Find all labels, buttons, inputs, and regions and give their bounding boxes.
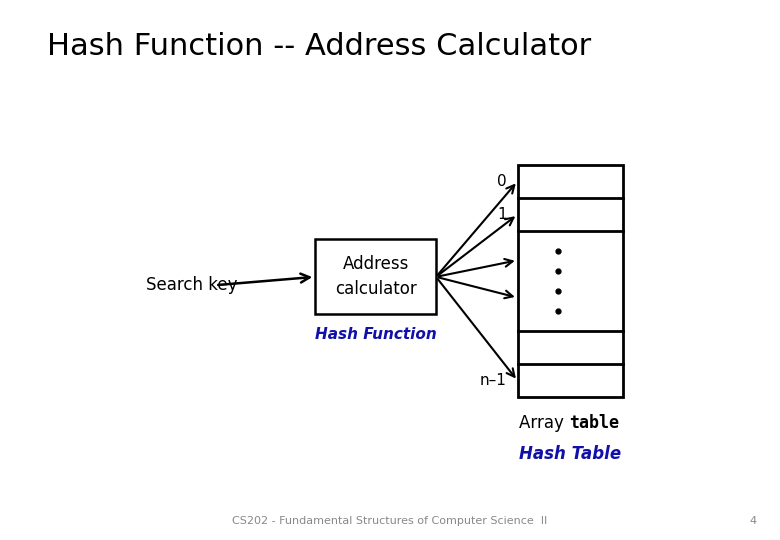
Text: Array: Array (519, 414, 569, 432)
Bar (315, 239, 436, 314)
Text: n–1: n–1 (480, 373, 507, 388)
Text: Hash Table: Hash Table (519, 446, 622, 463)
Text: 4: 4 (750, 516, 757, 526)
Text: Search key: Search key (146, 276, 237, 294)
Text: 0: 0 (497, 174, 507, 188)
Text: CS202 - Fundamental Structures of Computer Science  II: CS202 - Fundamental Structures of Comput… (232, 516, 548, 526)
Text: Hash Function: Hash Function (314, 327, 437, 342)
Text: 1: 1 (497, 207, 507, 222)
Text: Hash Function -- Address Calculator: Hash Function -- Address Calculator (47, 32, 591, 62)
Text: Address: Address (342, 255, 409, 273)
Text: table: table (569, 414, 619, 432)
Bar (518, 165, 623, 397)
Text: calculator: calculator (335, 280, 417, 298)
